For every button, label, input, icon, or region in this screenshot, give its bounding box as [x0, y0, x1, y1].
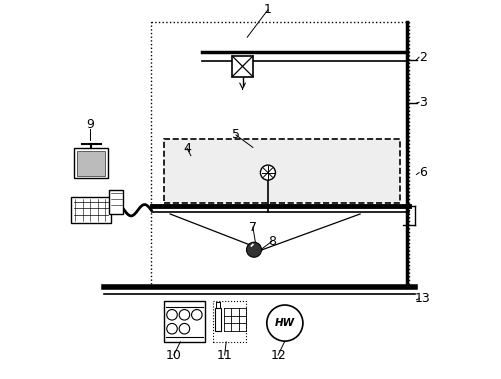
Text: 4: 4 [183, 142, 190, 155]
Bar [163, 301, 205, 342]
Circle shape [246, 242, 261, 257]
Circle shape [266, 305, 302, 341]
Bar [232, 56, 253, 77]
Circle shape [179, 310, 189, 320]
Text: 5: 5 [231, 128, 239, 141]
Circle shape [191, 310, 202, 320]
Circle shape [166, 310, 177, 320]
Bar [214, 308, 221, 330]
Text: 3: 3 [418, 96, 426, 109]
Bar [164, 139, 399, 203]
Text: 12: 12 [270, 349, 286, 362]
Text: 10: 10 [166, 349, 181, 362]
Bar [212, 301, 246, 342]
Bar [77, 151, 105, 175]
Text: HW: HW [274, 318, 294, 328]
Text: 8: 8 [267, 235, 275, 248]
Bar [71, 197, 111, 223]
Text: 9: 9 [86, 118, 94, 132]
Text: 7: 7 [248, 221, 257, 234]
Text: 6: 6 [418, 166, 426, 179]
Circle shape [179, 323, 189, 334]
Text: 13: 13 [414, 292, 430, 305]
Bar [109, 190, 123, 214]
Circle shape [166, 323, 177, 334]
Text: 2: 2 [418, 51, 426, 64]
Text: 11: 11 [216, 349, 232, 362]
Bar [74, 148, 108, 178]
Circle shape [260, 165, 275, 180]
Text: 1: 1 [264, 3, 272, 16]
